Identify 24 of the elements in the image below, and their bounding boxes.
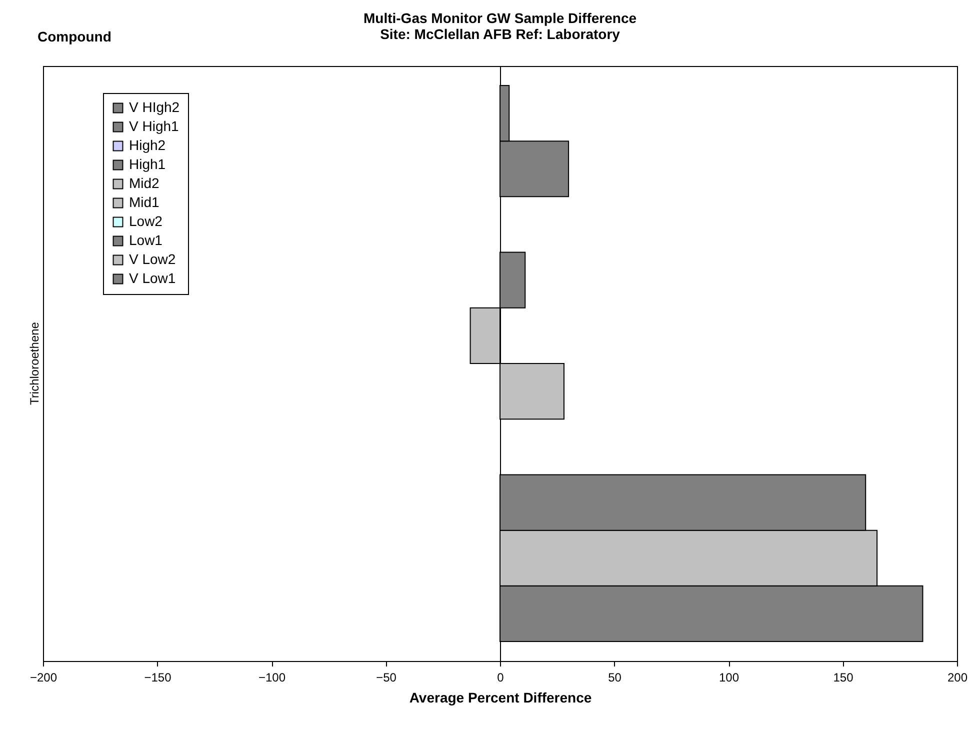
x-tick-label: 0 (497, 670, 504, 684)
legend-label: Mid2 (129, 175, 160, 191)
legend-label: Low1 (129, 232, 163, 248)
legend-label: High2 (129, 137, 166, 153)
legend-label: V Low2 (129, 251, 176, 267)
legend-label: Low2 (129, 213, 163, 229)
y-tick-label: Trichloroethene (28, 322, 42, 405)
x-tick-label: 50 (608, 670, 622, 684)
legend-label: V High1 (129, 118, 180, 134)
x-tick-label: −200 (30, 670, 58, 684)
legend-label: V HIgh2 (129, 99, 180, 115)
x-tick-label: 200 (947, 670, 968, 684)
legend-label: V Low1 (129, 270, 176, 286)
x-tick-label: 150 (833, 670, 854, 684)
chart-title: Multi-Gas Monitor GW Sample Difference (363, 10, 637, 26)
chart-subtitle: Site: McClellan AFB Ref: Laboratory (380, 26, 620, 42)
x-axis-title: Average Percent Difference (409, 690, 592, 706)
x-tick-label: 100 (718, 670, 740, 684)
x-tick-label: −100 (258, 670, 286, 684)
y-axis-title: Compound (38, 28, 112, 44)
x-tick-label: −150 (144, 670, 172, 684)
legend-label: High1 (129, 156, 166, 172)
x-tick-label: −50 (376, 670, 397, 684)
legend-label: Mid1 (129, 194, 160, 210)
